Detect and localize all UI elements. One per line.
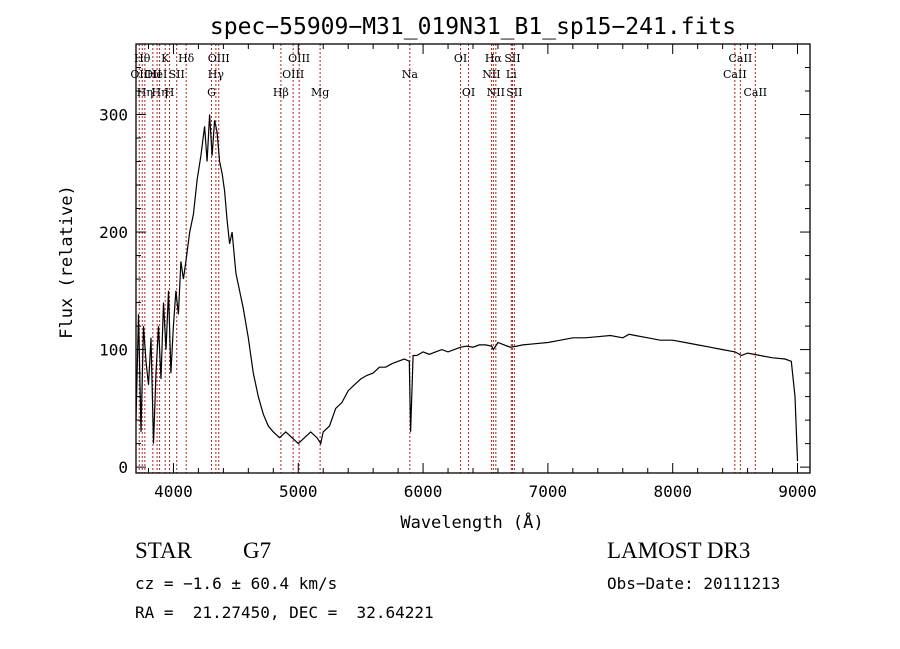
marker-label: NII [482,68,500,81]
x-tick-label: 4000 [154,482,193,501]
marker-label: Hη [137,86,153,99]
marker-label: OIII [282,68,304,81]
plot-frame [135,43,811,474]
spectrum-line [135,114,799,462]
y-tick-label: 200 [99,223,128,242]
y-axis-label: Flux (relative) [57,185,77,339]
marker-label: Hθ [134,52,151,65]
spectral-line-markers [138,44,756,473]
x-tick-label: 9000 [778,482,817,501]
object-class: STAR [135,538,192,563]
y-tick-label: 0 [118,458,128,477]
y-tick-label: 300 [99,106,128,125]
marker-label: HeI [147,68,167,81]
survey-name: LAMOST DR3 [607,538,751,563]
x-tick-label: 5000 [279,482,318,501]
redshift-info: cz = −1.6 ± 60.4 km/s [135,574,338,593]
marker-label: K [161,52,170,65]
x-tick-label: 6000 [404,482,443,501]
y-tick-label: 100 [99,341,128,360]
spectral-line-labels: OIIHθHηOIIHeIHηKHSIIHδGHγOIIIHβOIIIOIIIM… [130,52,767,99]
object-subclass: G7 [243,538,272,563]
marker-label: OII [144,68,162,81]
marker-label: Mg [311,86,329,99]
marker-label: OI [454,52,467,65]
marker-label: H [165,86,175,99]
chart-title: spec−55909−M31_019N31_B1_sp15−241.fits [210,14,736,40]
marker-label: SII [169,68,185,81]
x-tick-label: 7000 [529,482,568,501]
marker-label: Li [506,68,517,81]
marker-label: G [207,86,216,99]
marker-label: SII [506,86,522,99]
marker-label: CaII [729,52,753,65]
marker-label: Hα [485,52,503,65]
marker-label: OIII [208,52,230,65]
marker-label: OI [462,86,475,99]
marker-label: NII [487,86,505,99]
marker-label: SII [504,52,520,65]
marker-label: Hβ [273,86,289,99]
marker-label: Hη [151,86,167,99]
coordinates: RA = 21.27450, DEC = 32.64221 [135,603,434,622]
marker-label: OII [130,68,148,81]
marker-label: OIII [288,52,310,65]
x-tick-label: 8000 [653,482,692,501]
x-axis-label: Wavelength (Å) [400,511,543,533]
marker-label: Hγ [208,68,225,81]
marker-label: Na [402,68,419,81]
marker-label: CaII [723,68,747,81]
x-axis-ticks: 4000 5000 6000 7000 8000 9000 [147,44,817,501]
observation-date: Obs−Date: 20111213 [607,574,781,593]
marker-label: Hδ [178,52,195,65]
y-axis-ticks: 0 100 200 300 [99,67,810,477]
marker-label: CaII [743,86,767,99]
